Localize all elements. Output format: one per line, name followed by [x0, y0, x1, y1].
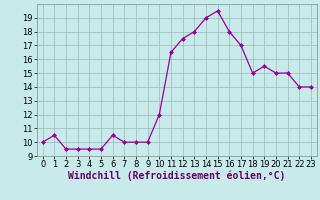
X-axis label: Windchill (Refroidissement éolien,°C): Windchill (Refroidissement éolien,°C)	[68, 171, 285, 181]
